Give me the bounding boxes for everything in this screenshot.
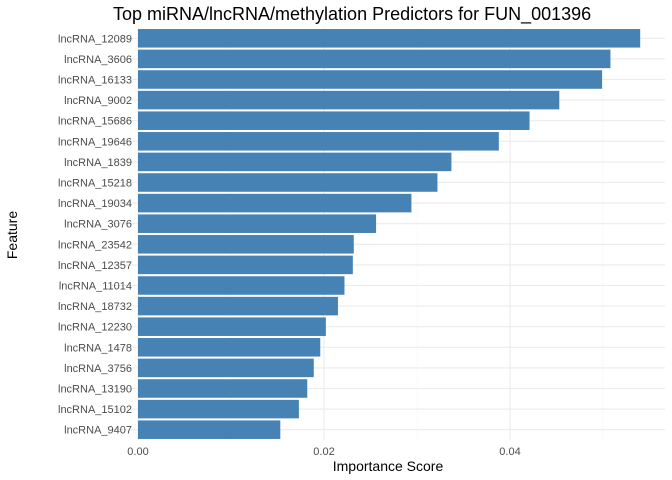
bar: [138, 255, 353, 275]
y-tick-label: lncRNA_9407: [64, 425, 132, 437]
y-axis-title: Feature: [4, 211, 20, 259]
y-tick-label: lncRNA_3756: [64, 363, 132, 375]
y-tick-label: lncRNA_23542: [58, 239, 132, 251]
y-tick-label: lncRNA_18732: [58, 301, 132, 313]
bar: [138, 193, 412, 213]
y-tick-label: lncRNA_1478: [64, 342, 132, 354]
bar: [138, 29, 641, 48]
y-tick-label: lncRNA_9002: [64, 95, 132, 107]
bar: [138, 276, 345, 295]
x-tick-label: 0.04: [499, 446, 520, 458]
y-tick-label: lncRNA_12357: [58, 260, 132, 272]
bar: [138, 296, 338, 316]
y-tick-label: lncRNA_19034: [58, 198, 132, 210]
bar: [138, 90, 560, 110]
y-tick-label: lncRNA_3606: [64, 54, 132, 66]
x-axis-title: Importance Score: [333, 458, 444, 474]
bar: [138, 70, 603, 89]
chart-title: Top miRNA/lncRNA/methylation Predictors …: [113, 4, 591, 25]
grid-lines: [112, 28, 665, 440]
y-tick-label: lncRNA_19646: [58, 136, 132, 148]
x-tick-label: 0.02: [313, 446, 334, 458]
bar: [138, 173, 438, 192]
y-tick-labels: lncRNA_12089 lncRNA_3606 lncRNA_16133 lncRN…: [58, 33, 132, 436]
bar: [138, 214, 377, 233]
bar: [138, 420, 281, 439]
y-tick-label: lncRNA_3076: [64, 219, 132, 231]
y-tick-label: lncRNA_1839: [64, 157, 132, 169]
bar: [138, 152, 452, 172]
y-tick-label: lncRNA_12230: [58, 322, 132, 334]
y-tick-label: lncRNA_15102: [58, 404, 132, 416]
y-tick-label: lncRNA_16133: [58, 75, 132, 87]
bar: [138, 399, 299, 419]
bar: [138, 111, 530, 130]
x-tick-labels: 0.00 0.02 0.04: [127, 446, 520, 458]
y-tick-label: lncRNA_11014: [59, 281, 132, 293]
bars: [138, 29, 641, 439]
y-tick-label: lncRNA_15218: [58, 178, 132, 190]
bar: [138, 338, 321, 357]
bar: [138, 358, 314, 378]
bar: [138, 49, 611, 69]
y-tick-label: lncRNA_13190: [58, 384, 132, 396]
y-tick-label: lncRNA_12089: [58, 33, 132, 45]
x-tick-label: 0.00: [127, 446, 148, 458]
bar: [138, 317, 326, 336]
y-tick-label: lncRNA_15686: [58, 116, 132, 128]
bar: [138, 379, 308, 398]
bar: [138, 132, 499, 151]
bar: [138, 235, 354, 254]
